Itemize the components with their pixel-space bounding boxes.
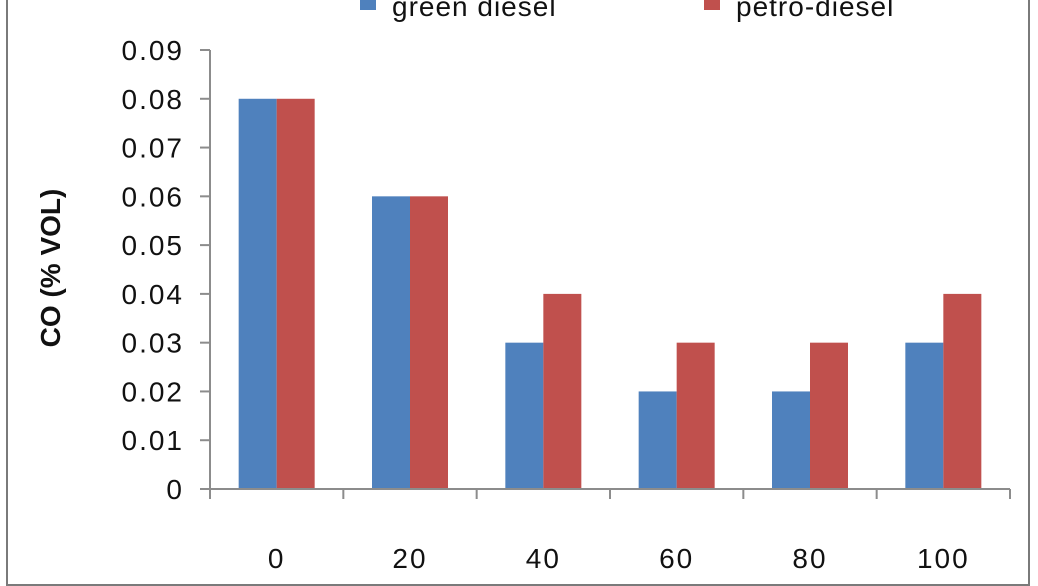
x-tick-labels: 0 20 40 60 80 100 (268, 543, 970, 574)
bar-petro-diesel-80 (810, 342, 848, 489)
y-tick-label: 0.06 (122, 181, 185, 212)
x-tick-label: 40 (526, 543, 561, 574)
legend-swatch-green-diesel (360, 0, 376, 10)
x-tick-label: 100 (917, 543, 970, 574)
legend-label-petro-diesel: petro-diesel (736, 0, 894, 22)
legend: green diesel petro-diesel (360, 0, 894, 22)
y-tick-label: 0.01 (122, 425, 185, 456)
x-tick-label: 20 (392, 543, 427, 574)
bar-green-diesel-20 (372, 196, 410, 490)
y-tick-label: 0.02 (122, 376, 185, 407)
legend-swatch-petro-diesel (704, 0, 720, 10)
bar-green-diesel-60 (638, 391, 677, 489)
y-axis-title: CO (% VOL) (35, 189, 66, 348)
y-tick-label: 0.07 (122, 133, 185, 164)
y-tick-label: 0.03 (122, 328, 185, 359)
bar-petro-diesel-60 (676, 342, 715, 489)
y-axis-ticks (200, 49, 210, 490)
x-tick-label: 60 (659, 543, 694, 574)
bar-green-diesel-80 (772, 391, 810, 489)
bar-green-diesel-0 (238, 98, 277, 490)
y-tick-label: 0 (166, 474, 184, 505)
x-tick-label: 80 (792, 543, 827, 574)
bar-petro-diesel-100 (943, 293, 982, 489)
bar-petro-diesel-0 (276, 98, 315, 490)
x-axis-ticks (209, 489, 1011, 499)
bar-green-diesel-40 (505, 342, 544, 489)
y-tick-label: 0.05 (122, 230, 185, 261)
bar-petro-diesel-20 (410, 196, 448, 490)
y-tick-label: 0.08 (122, 84, 185, 115)
x-tick-label: 0 (268, 543, 286, 574)
y-tick-labels: 0 0.01 0.02 0.03 0.04 0.05 0.06 0.07 0.08 0.09 (122, 35, 185, 505)
bar-petro-diesel-40 (543, 293, 582, 489)
legend-label-green-diesel: green diesel (392, 0, 557, 22)
bar-green-diesel-100 (905, 342, 944, 489)
y-tick-label: 0.04 (122, 279, 185, 310)
y-tick-label: 0.09 (122, 35, 185, 66)
bars (238, 98, 982, 490)
